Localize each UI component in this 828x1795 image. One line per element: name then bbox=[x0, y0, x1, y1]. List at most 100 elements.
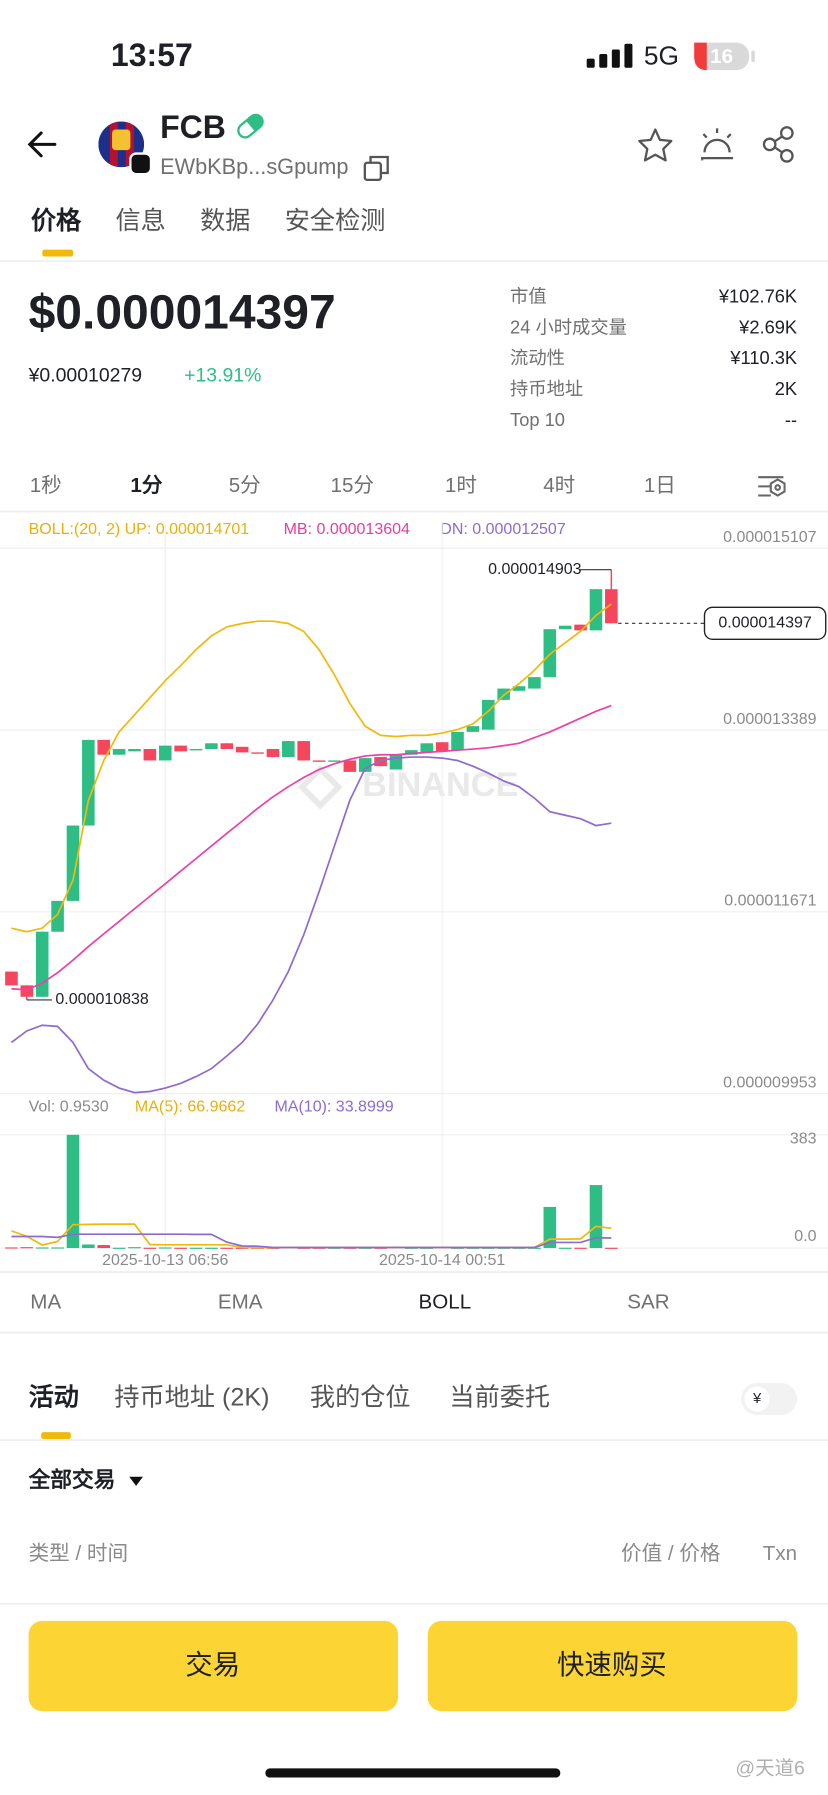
y-tick-label: 0.000011671 bbox=[724, 893, 816, 910]
candle-body bbox=[205, 743, 218, 750]
chart-settings-button[interactable] bbox=[758, 476, 786, 497]
stat-label: Top 10 bbox=[510, 409, 565, 430]
interval[interactable]: 4时 bbox=[543, 474, 575, 497]
trade-filter[interactable]: 全部交易 bbox=[28, 1467, 116, 1492]
tab[interactable]: 信息 bbox=[116, 207, 166, 235]
stat-value: 2K bbox=[775, 378, 797, 399]
interval[interactable]: 1秒 bbox=[30, 474, 62, 497]
candle-body bbox=[589, 589, 603, 631]
candle-body bbox=[82, 739, 95, 826]
chain-badge bbox=[129, 152, 153, 176]
candle-body bbox=[20, 985, 34, 997]
network: 5G bbox=[644, 40, 679, 70]
candle-body bbox=[66, 825, 80, 901]
toggle-knob bbox=[744, 1386, 770, 1412]
watermark: @天道6 bbox=[735, 1758, 804, 1780]
copy-button[interactable] bbox=[363, 155, 389, 182]
column-header: 价值 / 价格 bbox=[621, 1542, 721, 1565]
volume-bar bbox=[66, 1134, 80, 1249]
indicator-tab[interactable]: EMA bbox=[218, 1290, 263, 1313]
interval[interactable]: 1日 bbox=[644, 474, 676, 497]
volume-ma-line bbox=[11, 1233, 612, 1249]
candle-body bbox=[420, 743, 434, 753]
x-tick-label: 2025-10-14 00:51 bbox=[379, 1252, 505, 1269]
volume-bar bbox=[174, 1247, 187, 1249]
boll-legend: BOLL:(20, 2) UP: 0.000014701 bbox=[29, 521, 250, 538]
home-indicator bbox=[265, 1768, 561, 1778]
column-header: 类型 / 时间 bbox=[29, 1542, 128, 1565]
candle-body bbox=[543, 629, 557, 678]
volume-legend: Vol: 0.9530 bbox=[29, 1099, 109, 1116]
volume-tick-label: 383 bbox=[790, 1131, 817, 1148]
candle-body bbox=[235, 746, 249, 753]
activity-tab[interactable]: 我的仓位 bbox=[310, 1384, 411, 1412]
price-change: +13.91% bbox=[184, 365, 261, 387]
candle-body bbox=[466, 726, 480, 732]
activity-tab[interactable]: 当前委托 bbox=[449, 1384, 550, 1412]
activity-tab[interactable]: 持币地址 (2K) bbox=[114, 1384, 269, 1412]
tab-active[interactable]: 价格 bbox=[31, 206, 82, 235]
tab[interactable]: 安全检测 bbox=[285, 207, 386, 235]
candle-body bbox=[574, 624, 587, 631]
signal-icon bbox=[586, 43, 633, 68]
alert-button[interactable] bbox=[701, 128, 734, 161]
volume-bar bbox=[35, 1247, 49, 1249]
battery-level bbox=[694, 42, 707, 71]
activity-tab-active[interactable]: 活动 bbox=[29, 1384, 79, 1412]
candle-body bbox=[358, 758, 372, 772]
indicator-tab[interactable]: SAR bbox=[627, 1290, 669, 1313]
stat-label: 流动性 bbox=[510, 347, 565, 368]
trade-button[interactable] bbox=[28, 1620, 398, 1712]
interval-active[interactable]: 1分 bbox=[130, 474, 162, 497]
candle-body bbox=[158, 745, 172, 761]
candle-body bbox=[35, 931, 49, 997]
y-tick-label: 0.000013389 bbox=[723, 711, 817, 728]
candle-body bbox=[97, 739, 111, 755]
candle-body bbox=[128, 749, 141, 752]
candle-body bbox=[174, 745, 187, 752]
chart-watermark: BINANCE bbox=[362, 766, 518, 804]
stat-value: -- bbox=[785, 409, 797, 430]
column-header: Txn bbox=[763, 1542, 797, 1565]
stats: 市值 ¥102.76K 24 小时成交量 ¥2.69K 流动性 ¥110.3K 持币地址 2K… bbox=[510, 285, 797, 430]
indicator-tab[interactable]: MA bbox=[30, 1290, 61, 1313]
candle-body bbox=[266, 749, 280, 758]
interval[interactable]: 1时 bbox=[445, 474, 477, 497]
quick-buy-button[interactable] bbox=[427, 1620, 798, 1712]
volume-bar bbox=[589, 1185, 603, 1249]
candle-body bbox=[112, 749, 126, 755]
candle-body bbox=[605, 589, 618, 624]
watermark-logo bbox=[297, 764, 343, 810]
battery bbox=[694, 42, 750, 71]
volume-ma-line bbox=[11, 1223, 612, 1249]
candle-chart: BINANCE BOLL:(20, 2) UP: 0.000014701 MB: 0… bbox=[0, 520, 828, 1269]
volume-legend: MA(10): 33.8999 bbox=[274, 1099, 393, 1116]
candle-body bbox=[282, 741, 295, 758]
candle-body bbox=[220, 743, 234, 750]
volume-bar bbox=[189, 1247, 203, 1249]
volume-bar bbox=[51, 1247, 64, 1249]
volume-bar bbox=[82, 1244, 95, 1249]
stat-label: 持币地址 bbox=[510, 378, 583, 399]
volume-legend: MA(5): 66.9662 bbox=[135, 1099, 245, 1116]
stat-label: 24 小时成交量 bbox=[510, 316, 627, 337]
share-button[interactable] bbox=[762, 126, 794, 163]
tab[interactable]: 数据 bbox=[200, 207, 250, 235]
interval[interactable]: 15分 bbox=[331, 474, 374, 497]
candle-body bbox=[251, 752, 264, 754]
interval[interactable]: 5分 bbox=[229, 474, 261, 497]
last-price-label: 0.000014397 bbox=[718, 614, 812, 631]
boll-legend: DN: 0.000012507 bbox=[440, 521, 566, 538]
indicator-tab-active[interactable]: BOLL bbox=[419, 1290, 472, 1313]
candle-body bbox=[312, 760, 326, 762]
boll-line bbox=[11, 704, 612, 991]
battery-nub bbox=[751, 50, 755, 63]
candle-body bbox=[512, 686, 526, 691]
back-button[interactable] bbox=[27, 131, 57, 158]
favorite-button[interactable] bbox=[638, 128, 673, 162]
x-tick-label: 2025-10-13 06:56 bbox=[102, 1252, 228, 1269]
dropdown-arrow bbox=[129, 1476, 143, 1486]
candle-body bbox=[451, 731, 464, 751]
